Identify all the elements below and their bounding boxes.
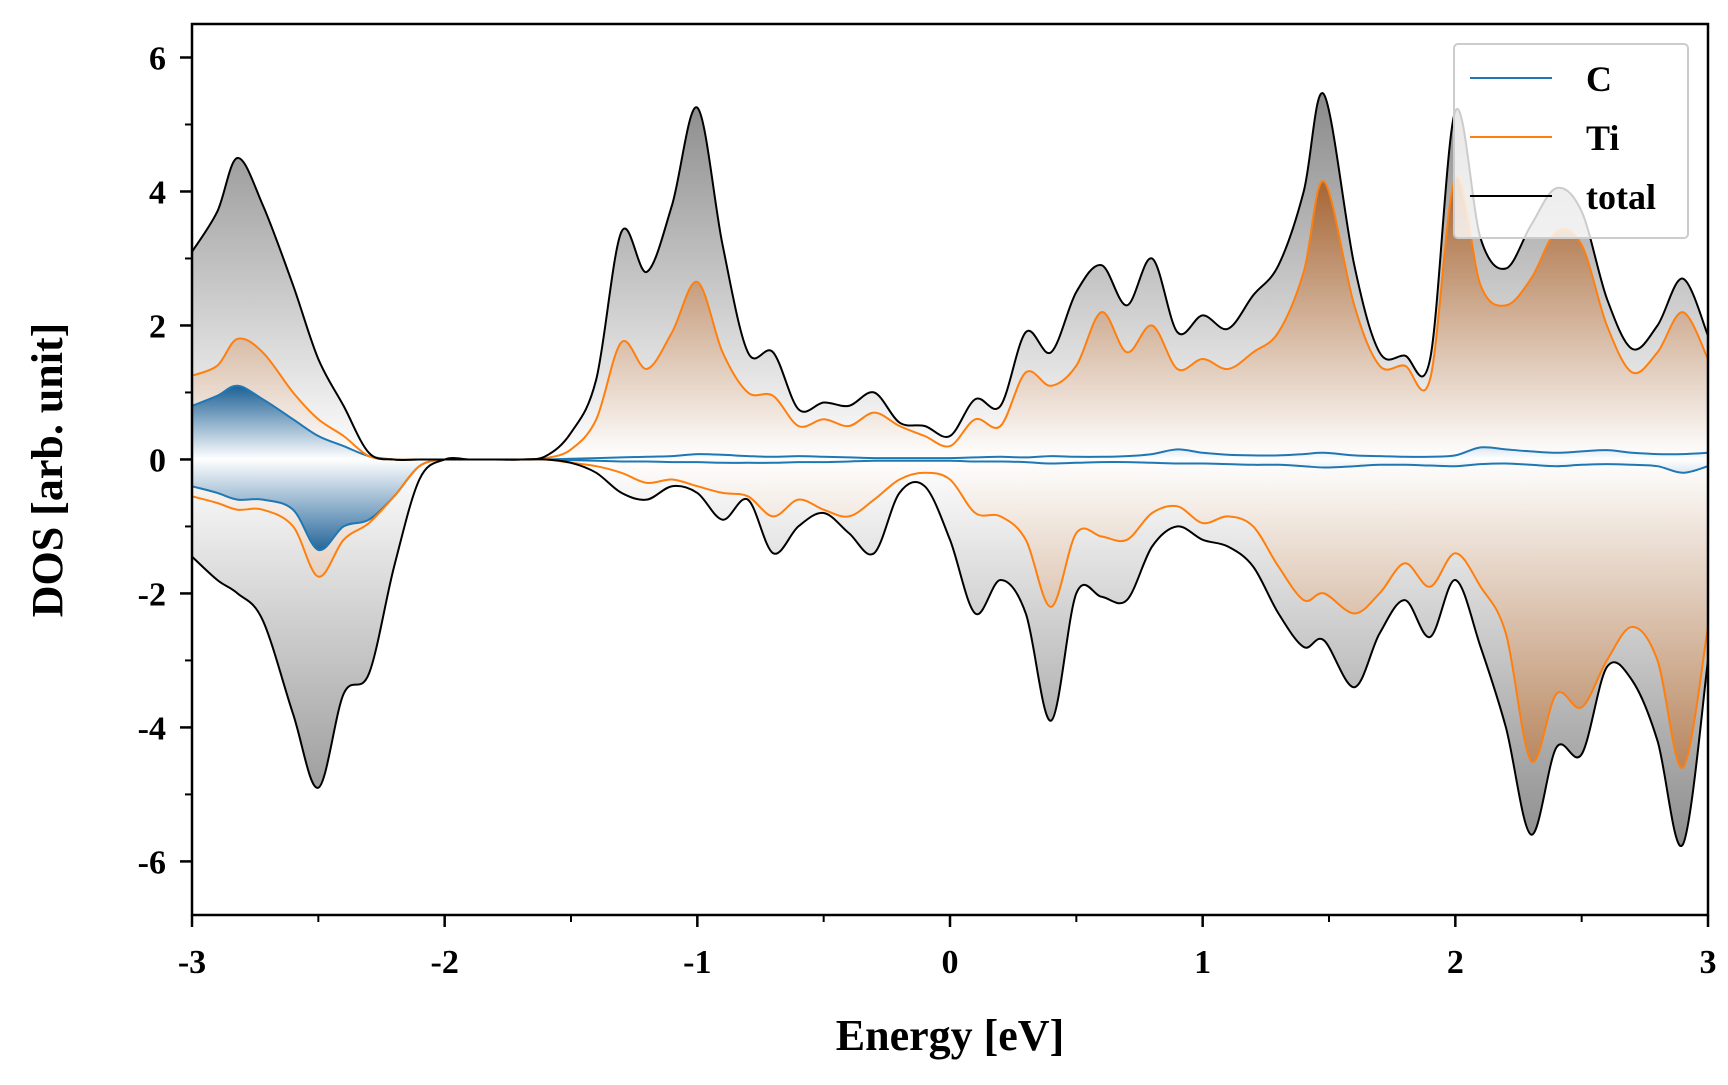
y-tick-label: -6	[138, 844, 166, 881]
y-tick-label: 0	[149, 442, 166, 479]
x-tick-label: -3	[178, 944, 206, 981]
legend-label-total: total	[1586, 177, 1656, 217]
x-tick-label: 1	[1194, 944, 1211, 981]
legend: C Ti total	[1453, 43, 1689, 239]
y-axis-title: DOS [arb. unit]	[23, 323, 72, 618]
legend-label-c: C	[1586, 59, 1612, 99]
y-tick-label: -4	[138, 710, 166, 747]
x-tick-label: 3	[1700, 944, 1717, 981]
y-tick-label: -2	[138, 576, 166, 613]
legend-box	[1453, 43, 1689, 239]
x-tick-label: -1	[683, 944, 711, 981]
x-tick-label: 0	[942, 944, 959, 981]
y-axis-ticks: -6 -4 -2 0 2 4 6	[138, 40, 192, 881]
dos-line-total-spin-down	[192, 457, 1708, 847]
y-tick-label: 6	[149, 40, 166, 77]
x-tick-label: 2	[1447, 944, 1464, 981]
dos-fill-ti-spin-down	[192, 458, 1708, 768]
legend-label-ti: Ti	[1586, 118, 1619, 158]
dos-fill-c-spin-down	[192, 458, 1708, 551]
y-tick-label: 2	[149, 308, 166, 345]
x-tick-label: -2	[431, 944, 459, 981]
x-axis-ticks: -3 -2 -1 0 1 2 3	[178, 915, 1717, 981]
y-tick-label: 4	[149, 174, 166, 211]
dos-fill-ti-spin-up	[192, 176, 1708, 460]
dos-fill-c-spin-up	[192, 385, 1708, 460]
dos-fills	[192, 93, 1708, 847]
x-axis-title: Energy [eV]	[836, 1011, 1065, 1060]
